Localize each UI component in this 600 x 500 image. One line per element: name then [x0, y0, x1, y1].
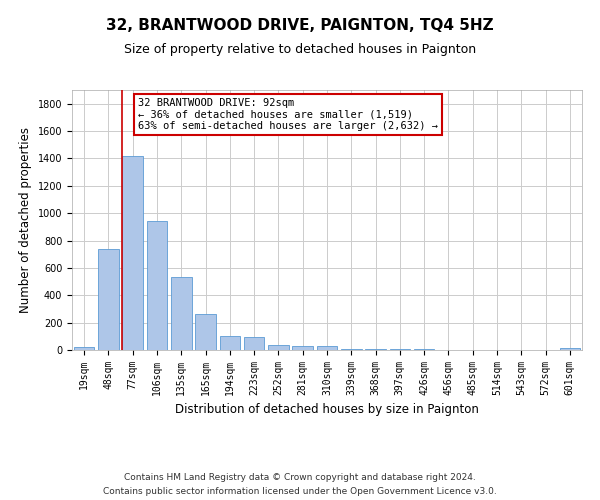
Bar — [98, 248, 119, 350]
Bar — [146, 222, 167, 350]
Bar — [195, 314, 216, 350]
Bar — [341, 348, 362, 350]
Text: 32, BRANTWOOD DRIVE, PAIGNTON, TQ4 5HZ: 32, BRANTWOOD DRIVE, PAIGNTON, TQ4 5HZ — [106, 18, 494, 32]
Bar — [317, 346, 337, 350]
Text: 32 BRANTWOOD DRIVE: 92sqm
← 36% of detached houses are smaller (1,519)
63% of se: 32 BRANTWOOD DRIVE: 92sqm ← 36% of detac… — [139, 98, 438, 131]
Y-axis label: Number of detached properties: Number of detached properties — [19, 127, 32, 313]
Bar — [560, 348, 580, 350]
Bar — [244, 337, 265, 350]
X-axis label: Distribution of detached houses by size in Paignton: Distribution of detached houses by size … — [175, 404, 479, 416]
Bar — [220, 336, 240, 350]
Text: Size of property relative to detached houses in Paignton: Size of property relative to detached ho… — [124, 42, 476, 56]
Text: Contains HM Land Registry data © Crown copyright and database right 2024.: Contains HM Land Registry data © Crown c… — [124, 472, 476, 482]
Bar — [365, 348, 386, 350]
Bar — [74, 348, 94, 350]
Bar — [122, 156, 143, 350]
Text: Contains public sector information licensed under the Open Government Licence v3: Contains public sector information licen… — [103, 488, 497, 496]
Bar — [292, 346, 313, 350]
Bar — [171, 278, 191, 350]
Bar — [268, 345, 289, 350]
